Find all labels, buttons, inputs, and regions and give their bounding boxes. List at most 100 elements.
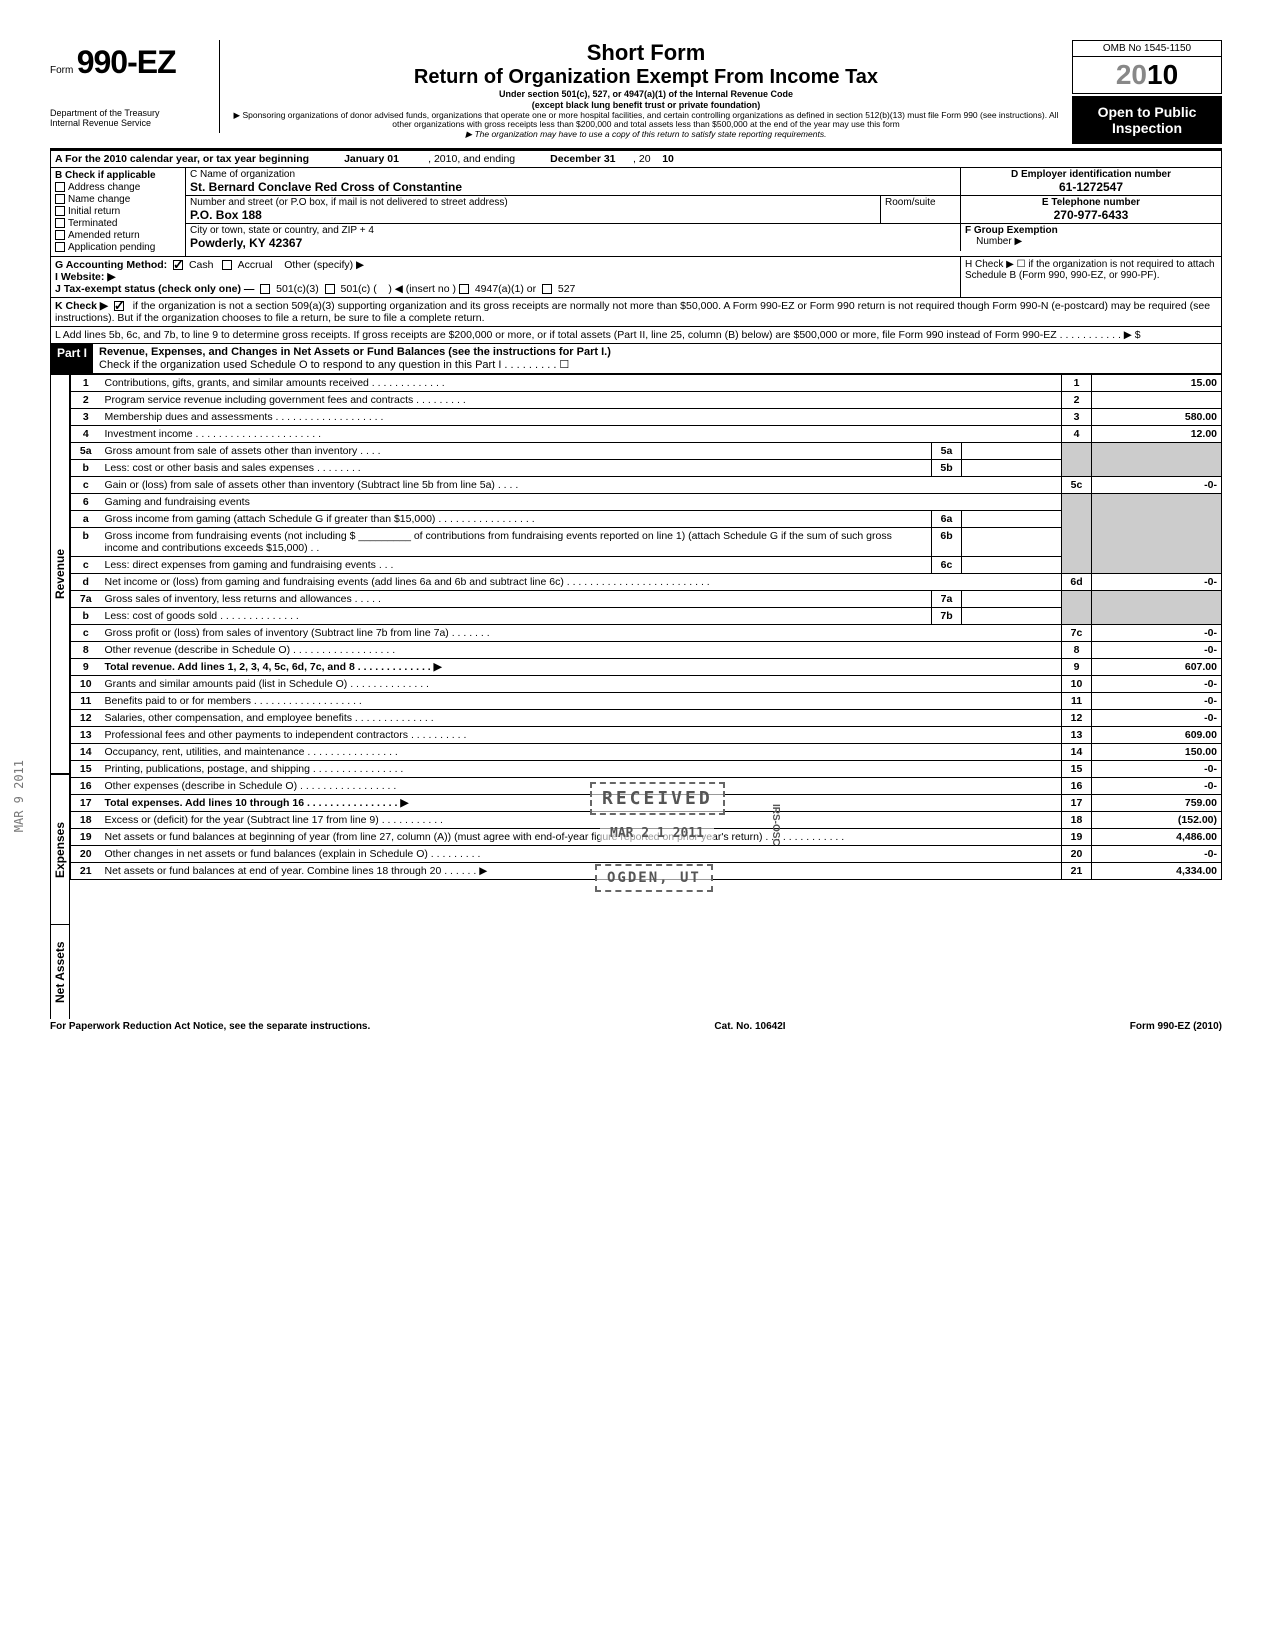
- line-14: 14Occupancy, rent, utilities, and mainte…: [71, 744, 1222, 761]
- chk-501c3[interactable]: [260, 284, 270, 294]
- entity-info-grid: B Check if applicable Address change Nam…: [50, 167, 1222, 257]
- line-a-mid: , 2010, and ending: [428, 153, 515, 165]
- line-7c: cGross profit or (loss) from sales of in…: [71, 625, 1222, 642]
- footer-mid: Cat. No. 10642I: [714, 1021, 785, 1032]
- form-id-box: Form 990-EZ Department of the Treasury I…: [50, 40, 220, 133]
- chk-4947[interactable]: [459, 284, 469, 294]
- form-prefix: Form: [50, 65, 73, 76]
- title-block: Short Form Return of Organization Exempt…: [220, 40, 1072, 140]
- line-9: 9Total revenue. Add lines 1, 2, 3, 4, 5c…: [71, 659, 1222, 676]
- footer-left: For Paperwork Reduction Act Notice, see …: [50, 1021, 370, 1032]
- section-f: F Group Exemption Number ▶: [961, 224, 1221, 251]
- city-label: City or town, state or country, and ZIP …: [190, 225, 374, 236]
- omb-number: OMB No 1545-1150: [1072, 40, 1222, 56]
- line-11: 11Benefits paid to or for members . . . …: [71, 693, 1222, 710]
- section-h: H Check ▶ ☐ if the organization is not r…: [961, 257, 1221, 297]
- chk-name-change[interactable]: Name change: [55, 194, 181, 205]
- line-2: 2Program service revenue including gover…: [71, 392, 1222, 409]
- subtitle-2: (except black lung benefit trust or priv…: [230, 100, 1062, 111]
- g-label: G Accounting Method:: [55, 259, 167, 271]
- year-suffix: 10: [1147, 59, 1178, 90]
- l-text: L Add lines 5b, 6c, and 7b, to line 9 to…: [55, 329, 1141, 341]
- title-short-form: Short Form: [230, 40, 1062, 66]
- subtitle-1: Under section 501(c), 527, or 4947(a)(1)…: [230, 89, 1062, 100]
- line-a: A For the 2010 calendar year, or tax yea…: [50, 150, 1222, 167]
- chk-pending[interactable]: Application pending: [55, 242, 181, 253]
- header-row: Form 990-EZ Department of the Treasury I…: [50, 40, 1222, 150]
- line-7b: bLess: cost of goods sold . . . . . . . …: [71, 608, 1222, 625]
- date-stamp: MAR 2 1 2011: [600, 822, 714, 845]
- line-3: 3Membership dues and assessments . . . .…: [71, 409, 1222, 426]
- footer: For Paperwork Reduction Act Notice, see …: [50, 1019, 1222, 1032]
- chk-cash[interactable]: [173, 260, 183, 270]
- line-15: 15Printing, publications, postage, and s…: [71, 761, 1222, 778]
- form-990ez: Form 990-EZ Department of the Treasury I…: [50, 40, 1222, 1032]
- line-l: L Add lines 5b, 6c, and 7b, to line 9 to…: [50, 327, 1222, 344]
- part1-subtitle: Check if the organization used Schedule …: [99, 359, 569, 371]
- line-8: 8Other revenue (describe in Schedule O) …: [71, 642, 1222, 659]
- line-a-label: A For the 2010 calendar year, or tax yea…: [55, 153, 309, 165]
- org-name: St. Bernard Conclave Red Cross of Consta…: [190, 180, 462, 194]
- chk-k[interactable]: [114, 301, 124, 311]
- chk-terminated[interactable]: Terminated: [55, 218, 181, 229]
- tax-year: 2010: [1072, 56, 1222, 94]
- e-label: E Telephone number: [1042, 197, 1140, 208]
- chk-accrual[interactable]: [222, 260, 232, 270]
- right-box: OMB No 1545-1150 2010 Open to Public Ins…: [1072, 40, 1222, 144]
- city-value: Powderly, KY 42367: [190, 236, 302, 250]
- g-other: Other (specify) ▶: [284, 259, 364, 271]
- line-1: 1Contributions, gifts, grants, and simil…: [71, 375, 1222, 392]
- open-to-public: Open to Public Inspection: [1072, 96, 1222, 144]
- section-e: E Telephone number 270-977-6433: [961, 196, 1221, 223]
- chk-initial-return[interactable]: Initial return: [55, 206, 181, 217]
- dept-irs: Internal Revenue Service: [50, 119, 209, 129]
- room-suite: Room/suite: [881, 196, 961, 223]
- i-label: I Website: ▶: [55, 271, 115, 283]
- addr-value: P.O. Box 188: [190, 208, 262, 222]
- chk-501c[interactable]: [325, 284, 335, 294]
- h-text: H Check ▶ ☐ if the organization is not r…: [965, 259, 1215, 281]
- line-10: 10Grants and similar amounts paid (list …: [71, 676, 1222, 693]
- phone-value: 270-977-6433: [1054, 208, 1129, 222]
- side-expenses: Expenses: [50, 774, 70, 924]
- line-a-yr: 10: [662, 153, 674, 165]
- part1-label: Part I: [51, 344, 93, 373]
- row-g-h: G Accounting Method: Cash Accrual Other …: [50, 257, 1222, 298]
- received-stamp: RECEIVED: [590, 782, 725, 815]
- line-12: 12Salaries, other compensation, and empl…: [71, 710, 1222, 727]
- year-prefix: 20: [1116, 59, 1147, 90]
- title-return: Return of Organization Exempt From Incom…: [230, 66, 1062, 89]
- line-13: 13Professional fees and other payments t…: [71, 727, 1222, 744]
- chk-address-change[interactable]: Address change: [55, 182, 181, 193]
- addr-block: Number and street (or P.O box, if mail i…: [186, 196, 881, 223]
- c-label: C Name of organization: [190, 169, 295, 180]
- line-4: 4Investment income . . . . . . . . . . .…: [71, 426, 1222, 443]
- d-label: D Employer identification number: [1011, 169, 1171, 180]
- line-6c: cLess: direct expenses from gaming and f…: [71, 557, 1222, 574]
- k-text: if the organization is not a section 509…: [55, 300, 1210, 324]
- city-block: City or town, state or country, and ZIP …: [186, 224, 961, 251]
- section-b: B Check if applicable Address change Nam…: [51, 168, 186, 256]
- k-label: K Check ▶: [55, 300, 108, 312]
- line-a-end: December 31: [550, 153, 615, 165]
- chk-amended[interactable]: Amended return: [55, 230, 181, 241]
- chk-527[interactable]: [542, 284, 552, 294]
- header-note-2: ▶ The organization may have to use a cop…: [230, 130, 1062, 140]
- line-6: 6Gaming and fundraising events: [71, 494, 1222, 511]
- line-6d: dNet income or (loss) from gaming and fu…: [71, 574, 1222, 591]
- line-6a: aGross income from gaming (attach Schedu…: [71, 511, 1222, 528]
- line-5c: cGain or (loss) from sale of assets othe…: [71, 477, 1222, 494]
- lines-container: Revenue Expenses Net Assets 1Contributio…: [50, 374, 1222, 1019]
- b-label: B Check if applicable: [55, 170, 156, 181]
- line-5b: bLess: cost or other basis and sales exp…: [71, 460, 1222, 477]
- part1-header: Part I Revenue, Expenses, and Changes in…: [50, 344, 1222, 374]
- line-6b: bGross income from fundraising events (n…: [71, 528, 1222, 557]
- form-number: 990-EZ: [77, 44, 176, 80]
- f-label: F Group Exemption: [965, 225, 1058, 236]
- f-sub: Number ▶: [976, 236, 1022, 247]
- line-7a: 7aGross sales of inventory, less returns…: [71, 591, 1222, 608]
- line-5a: 5aGross amount from sale of assets other…: [71, 443, 1222, 460]
- room-label: Room/suite: [885, 197, 936, 208]
- section-d: D Employer identification number 61-1272…: [961, 168, 1221, 195]
- line-k: K Check ▶ if the organization is not a s…: [50, 298, 1222, 327]
